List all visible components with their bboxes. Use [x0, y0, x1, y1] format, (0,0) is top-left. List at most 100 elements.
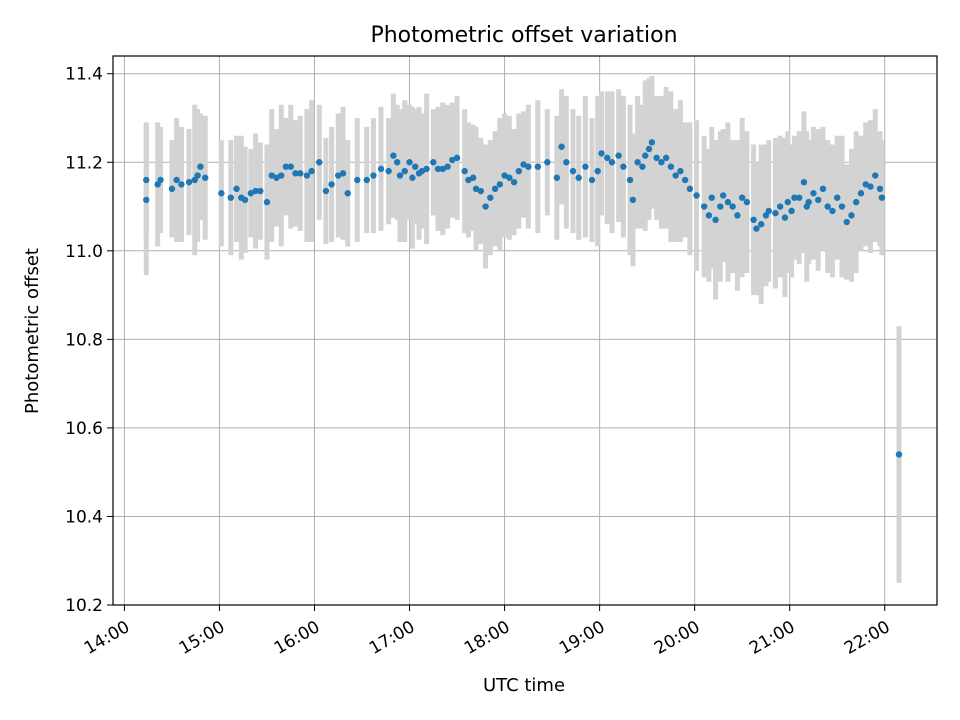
data-point	[719, 192, 727, 199]
data-points	[143, 139, 903, 458]
data-point	[297, 170, 304, 177]
data-point	[708, 194, 715, 201]
data-point	[263, 198, 271, 206]
data-point	[339, 170, 347, 177]
data-point	[872, 172, 879, 179]
data-point	[412, 163, 419, 170]
data-point	[185, 178, 193, 186]
data-point	[241, 196, 249, 204]
x-axis-label: UTC time	[483, 675, 565, 696]
data-point	[645, 145, 653, 153]
data-point	[750, 216, 757, 224]
data-point	[693, 192, 700, 199]
data-point	[724, 198, 732, 206]
data-point	[396, 172, 404, 179]
data-point	[800, 178, 808, 186]
data-point	[712, 216, 719, 224]
data-point	[620, 163, 627, 170]
data-point	[772, 209, 779, 217]
data-point	[575, 174, 582, 181]
data-point	[247, 190, 255, 197]
data-point	[878, 194, 886, 201]
data-point	[418, 167, 426, 175]
data-point	[322, 187, 330, 195]
data-point	[143, 176, 150, 184]
y-tick-label: 11.2	[65, 153, 103, 173]
data-point	[143, 196, 150, 204]
data-point	[292, 170, 299, 177]
data-point	[525, 163, 532, 170]
data-point	[563, 159, 570, 166]
chart-title: Photometric offset variation	[370, 23, 677, 48]
data-point	[328, 181, 335, 188]
data-point	[608, 159, 616, 166]
data-point	[553, 174, 561, 181]
data-point	[510, 178, 518, 186]
data-point	[282, 163, 290, 170]
data-point	[765, 207, 772, 215]
data-point	[681, 176, 689, 184]
data-point	[853, 198, 860, 206]
data-point	[453, 154, 461, 162]
data-point	[268, 172, 275, 179]
data-point	[834, 194, 841, 201]
data-point	[824, 203, 831, 210]
data-point	[677, 167, 684, 175]
data-point	[178, 181, 185, 188]
data-point	[168, 185, 176, 193]
data-point	[667, 163, 675, 170]
data-point	[848, 212, 855, 219]
data-point	[757, 221, 765, 228]
data-point	[377, 165, 385, 173]
data-point	[784, 198, 791, 206]
data-point	[363, 176, 370, 184]
data-point	[862, 181, 869, 188]
data-point	[729, 203, 736, 210]
data-point	[482, 203, 489, 210]
data-point	[838, 203, 846, 210]
data-point	[810, 190, 817, 197]
data-point	[662, 154, 670, 162]
data-point	[173, 176, 180, 184]
data-point	[278, 172, 285, 179]
data-point	[501, 172, 508, 179]
data-point	[814, 196, 822, 204]
data-point	[370, 172, 377, 179]
data-point	[781, 214, 789, 221]
y-tick-label: 10.2	[65, 596, 103, 616]
data-point	[273, 174, 280, 181]
data-point	[496, 181, 504, 188]
data-point	[658, 159, 665, 166]
data-point	[406, 159, 413, 166]
data-point	[700, 203, 708, 210]
y-axis-ticks: 10.2 10.4 10.6 10.8 11.0 11.2 11.4	[65, 65, 113, 616]
data-point	[642, 152, 649, 159]
data-point	[465, 176, 472, 184]
data-point	[594, 167, 601, 175]
y-tick-label: 11.0	[65, 242, 103, 262]
data-point	[434, 165, 442, 173]
data-point	[201, 174, 209, 181]
data-point	[819, 185, 827, 193]
data-point	[717, 203, 724, 210]
y-tick-label: 10.4	[65, 507, 103, 527]
data-point	[582, 163, 589, 170]
data-point	[653, 154, 660, 162]
data-point	[520, 161, 527, 168]
y-tick-label: 10.8	[65, 330, 103, 350]
plot-area-frame	[112, 55, 938, 606]
data-point	[308, 167, 315, 175]
data-point	[233, 185, 240, 193]
data-point	[287, 163, 294, 170]
y-tick-label: 10.6	[65, 419, 103, 439]
y-tick-label: 11.4	[65, 65, 103, 85]
data-point	[829, 207, 836, 215]
data-point	[867, 183, 874, 190]
data-point	[344, 190, 351, 197]
data-point	[197, 163, 204, 170]
data-point	[409, 174, 416, 181]
data-point	[629, 196, 637, 204]
data-point	[477, 187, 485, 195]
